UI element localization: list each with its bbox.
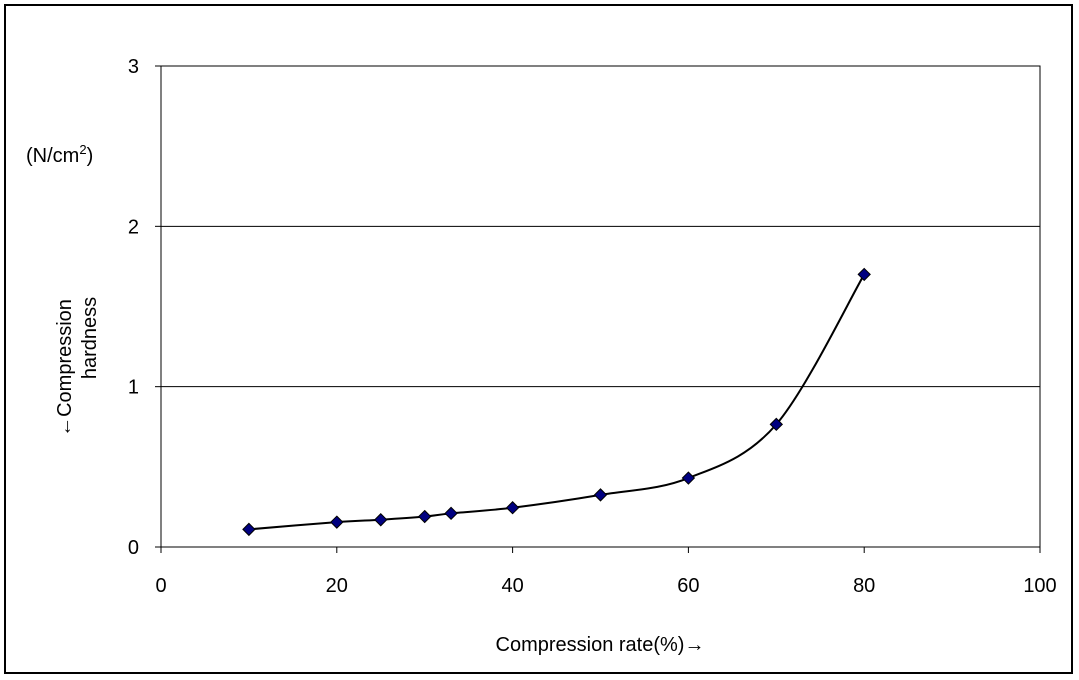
x-axis-title: Compression rate(%)→ <box>496 634 705 656</box>
x-tick-label: 100 <box>1023 575 1056 597</box>
data-point <box>769 417 784 432</box>
data-point <box>242 522 256 537</box>
y-unit-label: (N/cm2) <box>26 142 93 167</box>
y-tick-label: 1 <box>128 377 139 399</box>
chart-frame <box>4 4 1073 674</box>
axes: 0 1 2 3 0 20 40 60 80 100 <box>128 56 1057 597</box>
data-point <box>505 501 520 515</box>
data-point <box>374 513 388 527</box>
series-line <box>248 273 866 531</box>
x-tick-label: 20 <box>326 575 348 597</box>
data-point <box>330 515 344 529</box>
y-tick-label: 2 <box>128 216 139 238</box>
y-axis-title-line2: hardness <box>79 297 101 379</box>
y-tick-label: 3 <box>128 56 139 78</box>
data-point <box>444 506 458 521</box>
data-point <box>593 488 608 502</box>
series-group <box>242 267 871 537</box>
data-point <box>857 267 871 282</box>
grid-lines <box>161 65 1040 388</box>
data-point <box>681 471 696 485</box>
x-tick-label: 80 <box>853 575 875 597</box>
x-tick-label: 60 <box>677 575 699 597</box>
x-tick-label: 40 <box>501 575 523 597</box>
x-tick-label: 0 <box>155 575 166 597</box>
y-axis-title-line1: ←Compression <box>54 299 76 437</box>
plot-area <box>160 65 1041 548</box>
y-tick-label: 0 <box>128 537 139 559</box>
data-point <box>417 509 432 524</box>
